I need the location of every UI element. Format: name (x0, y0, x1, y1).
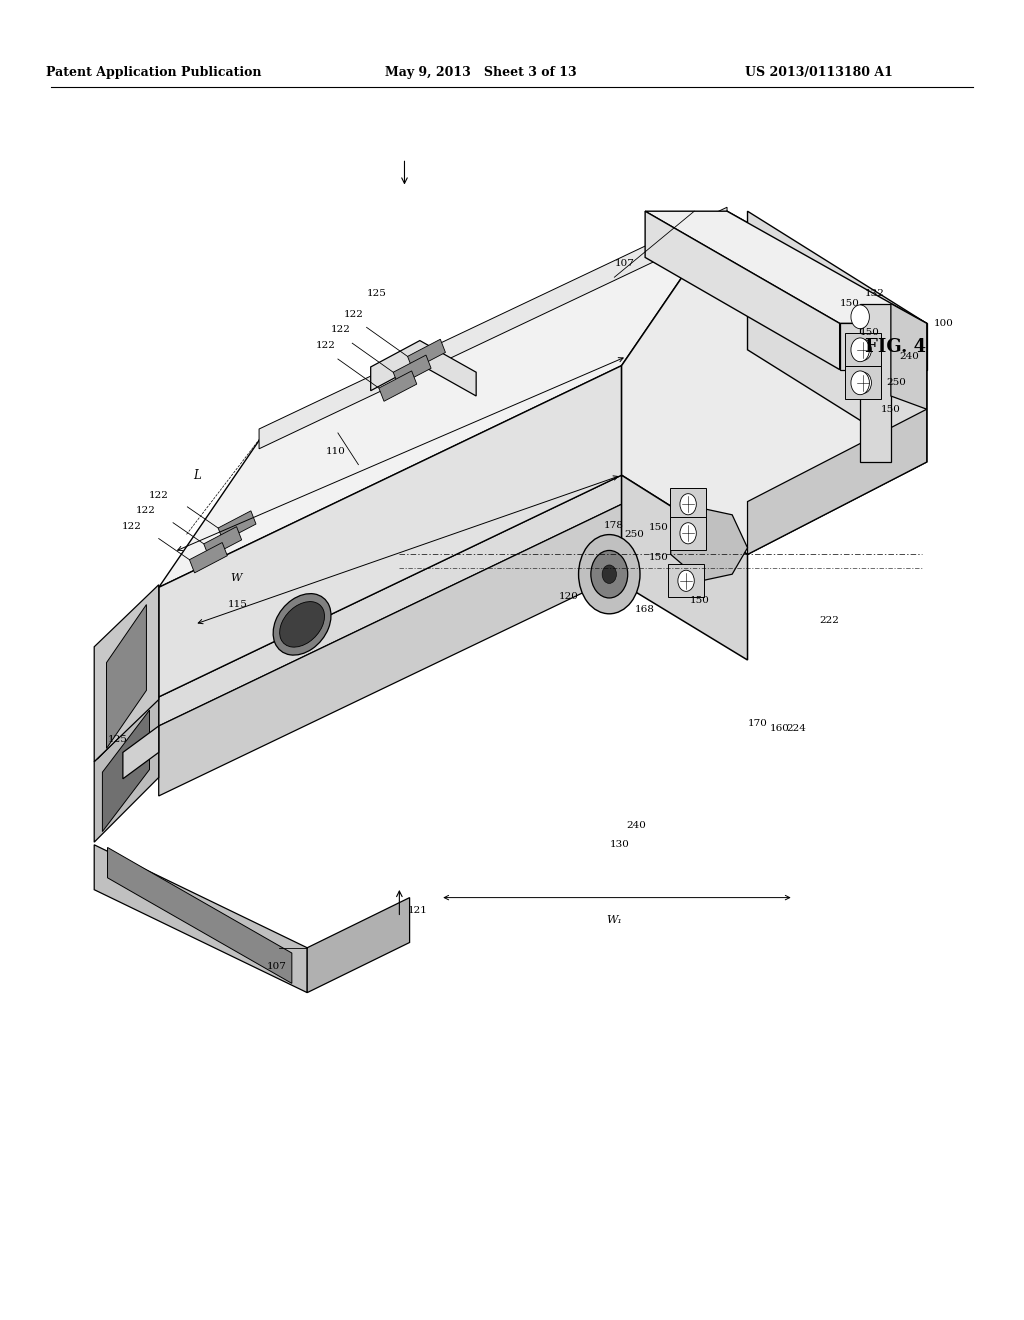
Polygon shape (846, 334, 881, 366)
Polygon shape (622, 475, 748, 660)
Ellipse shape (273, 594, 331, 655)
Text: 240: 240 (627, 821, 646, 829)
Text: 110: 110 (326, 447, 346, 455)
Text: 122: 122 (331, 326, 350, 334)
Circle shape (855, 372, 871, 393)
Polygon shape (379, 371, 417, 401)
Text: 224: 224 (786, 725, 806, 733)
Text: W: W (229, 573, 242, 583)
Text: 121: 121 (408, 907, 428, 915)
Text: 100: 100 (934, 319, 953, 327)
Text: 168: 168 (635, 606, 654, 614)
Polygon shape (748, 211, 927, 462)
Polygon shape (94, 845, 307, 993)
Text: 107: 107 (266, 962, 287, 970)
Text: 122: 122 (136, 507, 156, 515)
Text: 120: 120 (559, 593, 579, 601)
Circle shape (680, 494, 696, 515)
Text: 150: 150 (690, 597, 710, 605)
Polygon shape (159, 504, 622, 796)
Circle shape (591, 550, 628, 598)
Text: 150: 150 (881, 405, 900, 413)
Text: L: L (193, 469, 201, 482)
Polygon shape (671, 508, 748, 581)
Text: 122: 122 (150, 491, 169, 499)
Polygon shape (669, 565, 705, 597)
Text: 222: 222 (819, 616, 839, 624)
Text: US 2013/0113180 A1: US 2013/0113180 A1 (745, 66, 893, 79)
Polygon shape (108, 847, 292, 983)
Text: 122: 122 (122, 523, 141, 531)
Text: W₁: W₁ (606, 915, 623, 925)
Text: 122: 122 (316, 342, 336, 350)
Polygon shape (748, 409, 927, 554)
Polygon shape (94, 585, 159, 762)
Circle shape (855, 339, 871, 360)
Polygon shape (371, 341, 476, 396)
Polygon shape (860, 304, 891, 462)
Polygon shape (94, 697, 159, 842)
Text: 150: 150 (860, 329, 880, 337)
Polygon shape (159, 366, 622, 697)
Text: 178: 178 (604, 521, 624, 529)
Polygon shape (846, 367, 881, 399)
Polygon shape (622, 211, 927, 554)
Polygon shape (840, 323, 927, 370)
Polygon shape (106, 605, 146, 748)
Polygon shape (123, 726, 159, 779)
Polygon shape (393, 355, 431, 385)
Polygon shape (645, 211, 840, 370)
Text: 160: 160 (770, 725, 790, 733)
Text: 107: 107 (614, 260, 635, 268)
Text: 132: 132 (865, 289, 885, 297)
Text: 150: 150 (649, 553, 669, 561)
Polygon shape (307, 898, 410, 993)
Polygon shape (159, 475, 622, 726)
Text: 125: 125 (108, 735, 128, 743)
Circle shape (579, 535, 640, 614)
Polygon shape (671, 517, 707, 549)
Text: May 9, 2013   Sheet 3 of 13: May 9, 2013 Sheet 3 of 13 (385, 66, 578, 79)
Circle shape (851, 338, 869, 362)
Text: 122: 122 (344, 310, 364, 318)
Text: 130: 130 (610, 841, 630, 849)
Ellipse shape (280, 602, 325, 647)
Circle shape (678, 570, 694, 591)
Polygon shape (259, 207, 727, 449)
Text: 250: 250 (625, 531, 644, 539)
Text: 170: 170 (748, 719, 767, 727)
Polygon shape (891, 304, 927, 409)
Circle shape (851, 371, 869, 395)
Polygon shape (645, 211, 927, 323)
Circle shape (680, 523, 696, 544)
Polygon shape (159, 211, 727, 587)
Text: 240: 240 (899, 352, 919, 360)
Polygon shape (218, 511, 256, 541)
Polygon shape (189, 543, 227, 573)
Polygon shape (408, 339, 445, 370)
Text: 150: 150 (840, 300, 859, 308)
Text: 150: 150 (649, 524, 669, 532)
Text: FIG. 4: FIG. 4 (865, 338, 927, 356)
Text: 125: 125 (367, 289, 387, 297)
Polygon shape (204, 527, 242, 557)
Text: 115: 115 (227, 601, 248, 609)
Text: Patent Application Publication: Patent Application Publication (46, 66, 261, 79)
Circle shape (602, 565, 616, 583)
Circle shape (851, 305, 869, 329)
Text: 250: 250 (887, 379, 906, 387)
Polygon shape (102, 710, 150, 832)
Polygon shape (671, 488, 707, 520)
Polygon shape (97, 587, 159, 759)
